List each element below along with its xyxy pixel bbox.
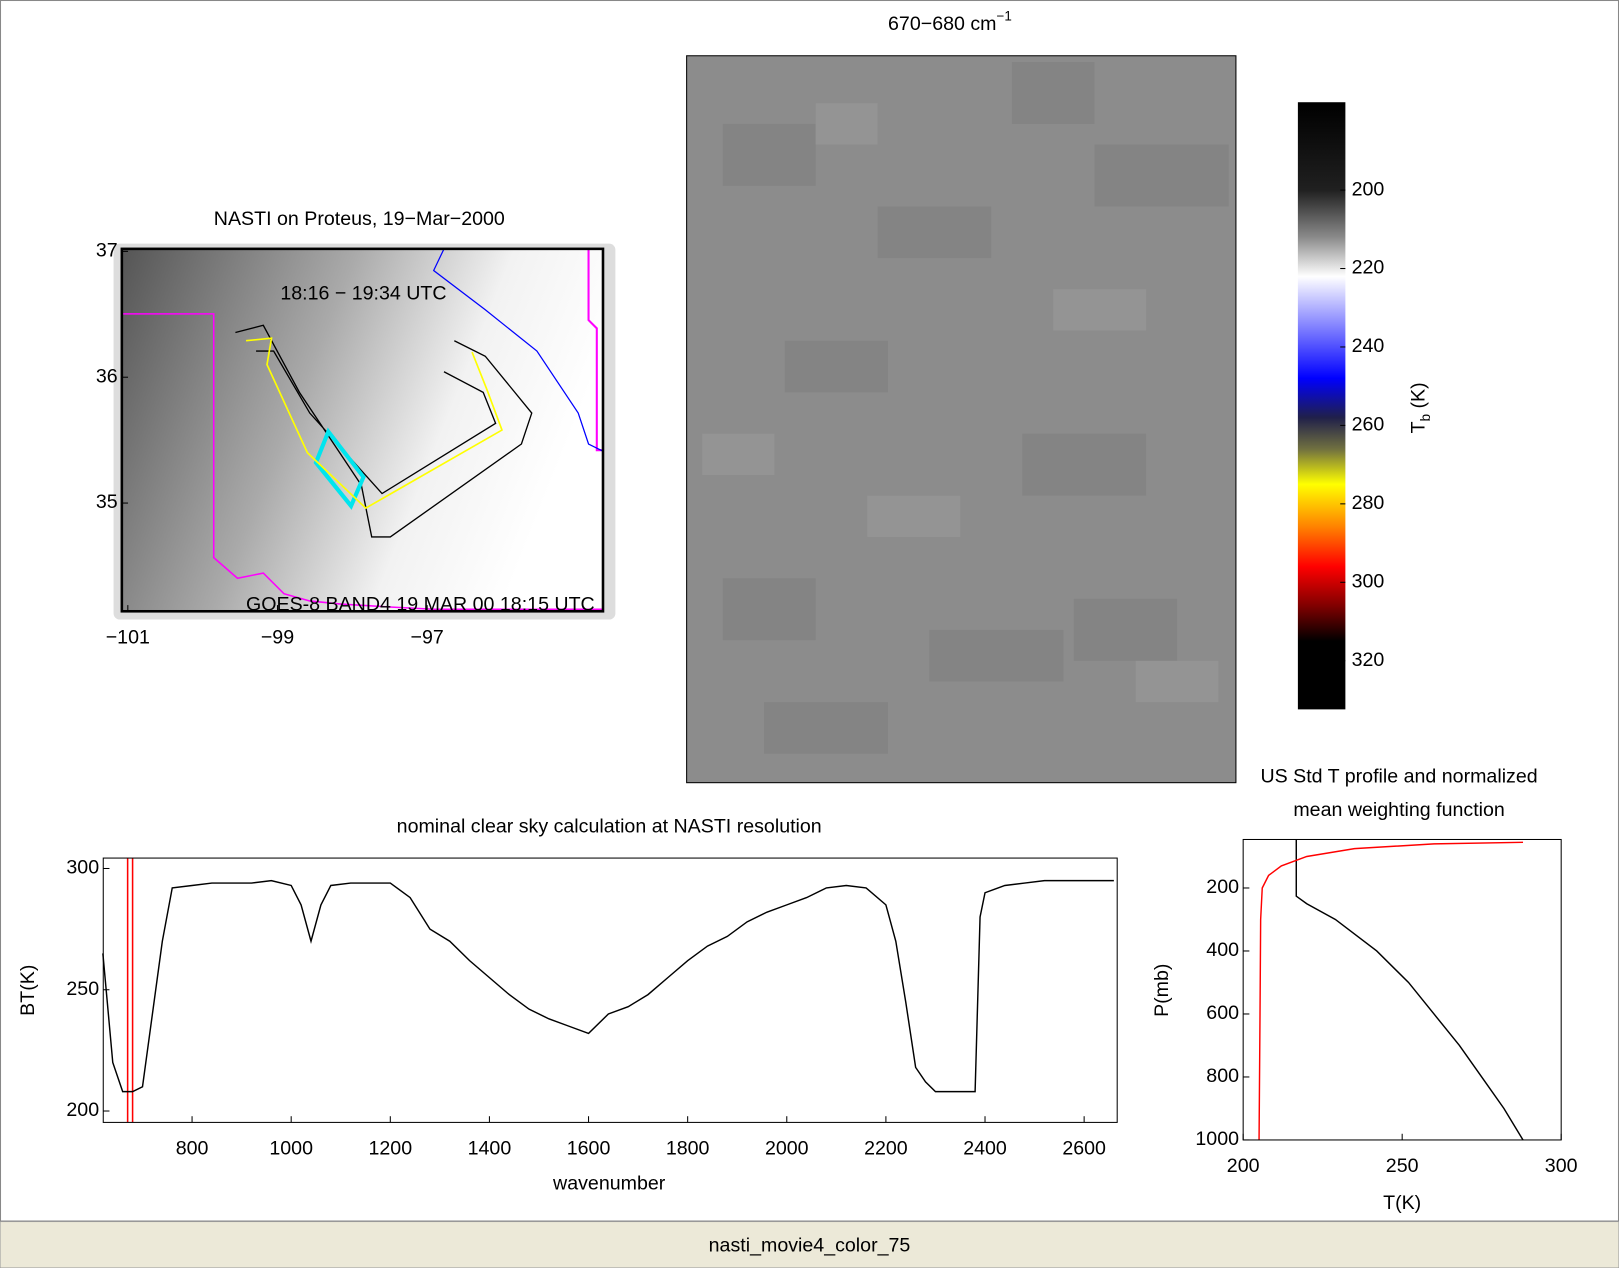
y-tick-label: 800: [1206, 1065, 1239, 1087]
patch: [722, 123, 816, 186]
state-border: [121, 313, 603, 610]
series-line: [1258, 841, 1524, 1140]
patch: [1135, 660, 1219, 703]
flight-footprint: [235, 324, 533, 538]
x-tick-label: 1000: [269, 1137, 313, 1159]
heat-map-title: 670−680 cm−1: [888, 8, 1012, 35]
y-tick-label: 200: [66, 1099, 99, 1121]
series-line: [102, 879, 1114, 1093]
colorbar-tick-label: 280: [1352, 492, 1385, 514]
y-tick-label: 1000: [1195, 1128, 1239, 1150]
x-tick-label: 1400: [468, 1137, 512, 1159]
x-tick-label: 250: [1386, 1155, 1419, 1177]
y-tick-label: 300: [66, 857, 99, 879]
patch: [815, 103, 878, 145]
x-tick-label: 1200: [368, 1137, 412, 1159]
colorbar-tick-label: 320: [1352, 649, 1385, 671]
label-subscript: b: [1417, 414, 1432, 421]
x-tick-label: 2400: [963, 1137, 1007, 1159]
patch: [764, 702, 888, 754]
patch: [702, 433, 775, 475]
profile-title: US Std T profile and normalized: [1260, 766, 1537, 788]
patch: [1094, 144, 1229, 207]
colorbar-tick-label: 260: [1352, 414, 1385, 436]
label-unit: (K): [1408, 382, 1430, 408]
title-superscript: −1: [997, 8, 1012, 23]
title-text: 670−680 cm: [888, 13, 996, 35]
x-tick-label: 800: [176, 1137, 209, 1159]
x-tick-label: 2600: [1062, 1137, 1106, 1159]
series-line: [1295, 839, 1524, 1141]
x-tick-label: −97: [411, 626, 444, 648]
colorbar: [1297, 102, 1346, 710]
x-tick-label: −101: [106, 626, 150, 648]
x-axis-label: T(K): [1383, 1192, 1421, 1214]
satellite-image: [121, 248, 603, 612]
spectrum-title: nominal clear sky calculation at NASTI r…: [397, 815, 822, 837]
patch: [1022, 433, 1147, 496]
x-tick-label: 1600: [567, 1137, 611, 1159]
x-tick-label: 1800: [666, 1137, 710, 1159]
y-tick-label: 250: [66, 978, 99, 1000]
x-tick-label: 200: [1227, 1155, 1260, 1177]
x-tick-label: 2200: [864, 1137, 908, 1159]
map-title: NASTI on Proteus, 19−Mar−2000: [214, 208, 505, 230]
colorbar-tick-label: 240: [1352, 335, 1385, 357]
caption-text: nasti_movie4_color_75: [709, 1235, 911, 1257]
x-tick-label: 2000: [765, 1137, 809, 1159]
state-border: [587, 248, 603, 452]
patch: [1011, 61, 1095, 124]
map-source: GOES-8 BAND4 19 MAR 00 18:15 UTC: [246, 593, 595, 615]
x-axis-label: wavenumber: [552, 1173, 666, 1195]
scan-box: [313, 427, 366, 510]
profile-title: mean weighting function: [1293, 799, 1504, 821]
y-tick-label: 200: [1206, 876, 1239, 898]
x-tick-label: −99: [261, 626, 294, 648]
x-tick-label: 300: [1545, 1155, 1578, 1177]
series-line: [245, 337, 503, 510]
patch: [1073, 598, 1178, 661]
patch: [1053, 289, 1147, 331]
patch: [722, 578, 816, 641]
y-tick-label: 37: [96, 240, 118, 262]
caption-bar: [0, 1221, 1619, 1268]
map-annotation: 18:16 − 19:34 UTC: [280, 282, 446, 304]
colorbar-label: Tb (K): [1408, 382, 1433, 433]
map-river: [432, 248, 604, 452]
y-axis-label: BT(K): [17, 965, 39, 1016]
heat-map-patches: [702, 103, 1219, 703]
y-tick-label: 35: [96, 491, 118, 513]
colorbar-tick-label: 220: [1352, 257, 1385, 279]
patch: [929, 629, 1064, 682]
heat-map-patches: [722, 61, 1229, 754]
patch: [784, 340, 888, 393]
patch: [867, 495, 961, 537]
label-text: T: [1408, 421, 1430, 433]
colorbar-tick-label: 200: [1352, 178, 1385, 200]
y-tick-label: 600: [1206, 1002, 1239, 1024]
y-axis-label: P(mb): [1151, 964, 1173, 1017]
colorbar-tick-label: 300: [1352, 570, 1385, 592]
y-tick-label: 36: [96, 365, 118, 387]
y-tick-label: 400: [1206, 939, 1239, 961]
axes-box: [120, 247, 605, 613]
patch: [877, 206, 992, 259]
